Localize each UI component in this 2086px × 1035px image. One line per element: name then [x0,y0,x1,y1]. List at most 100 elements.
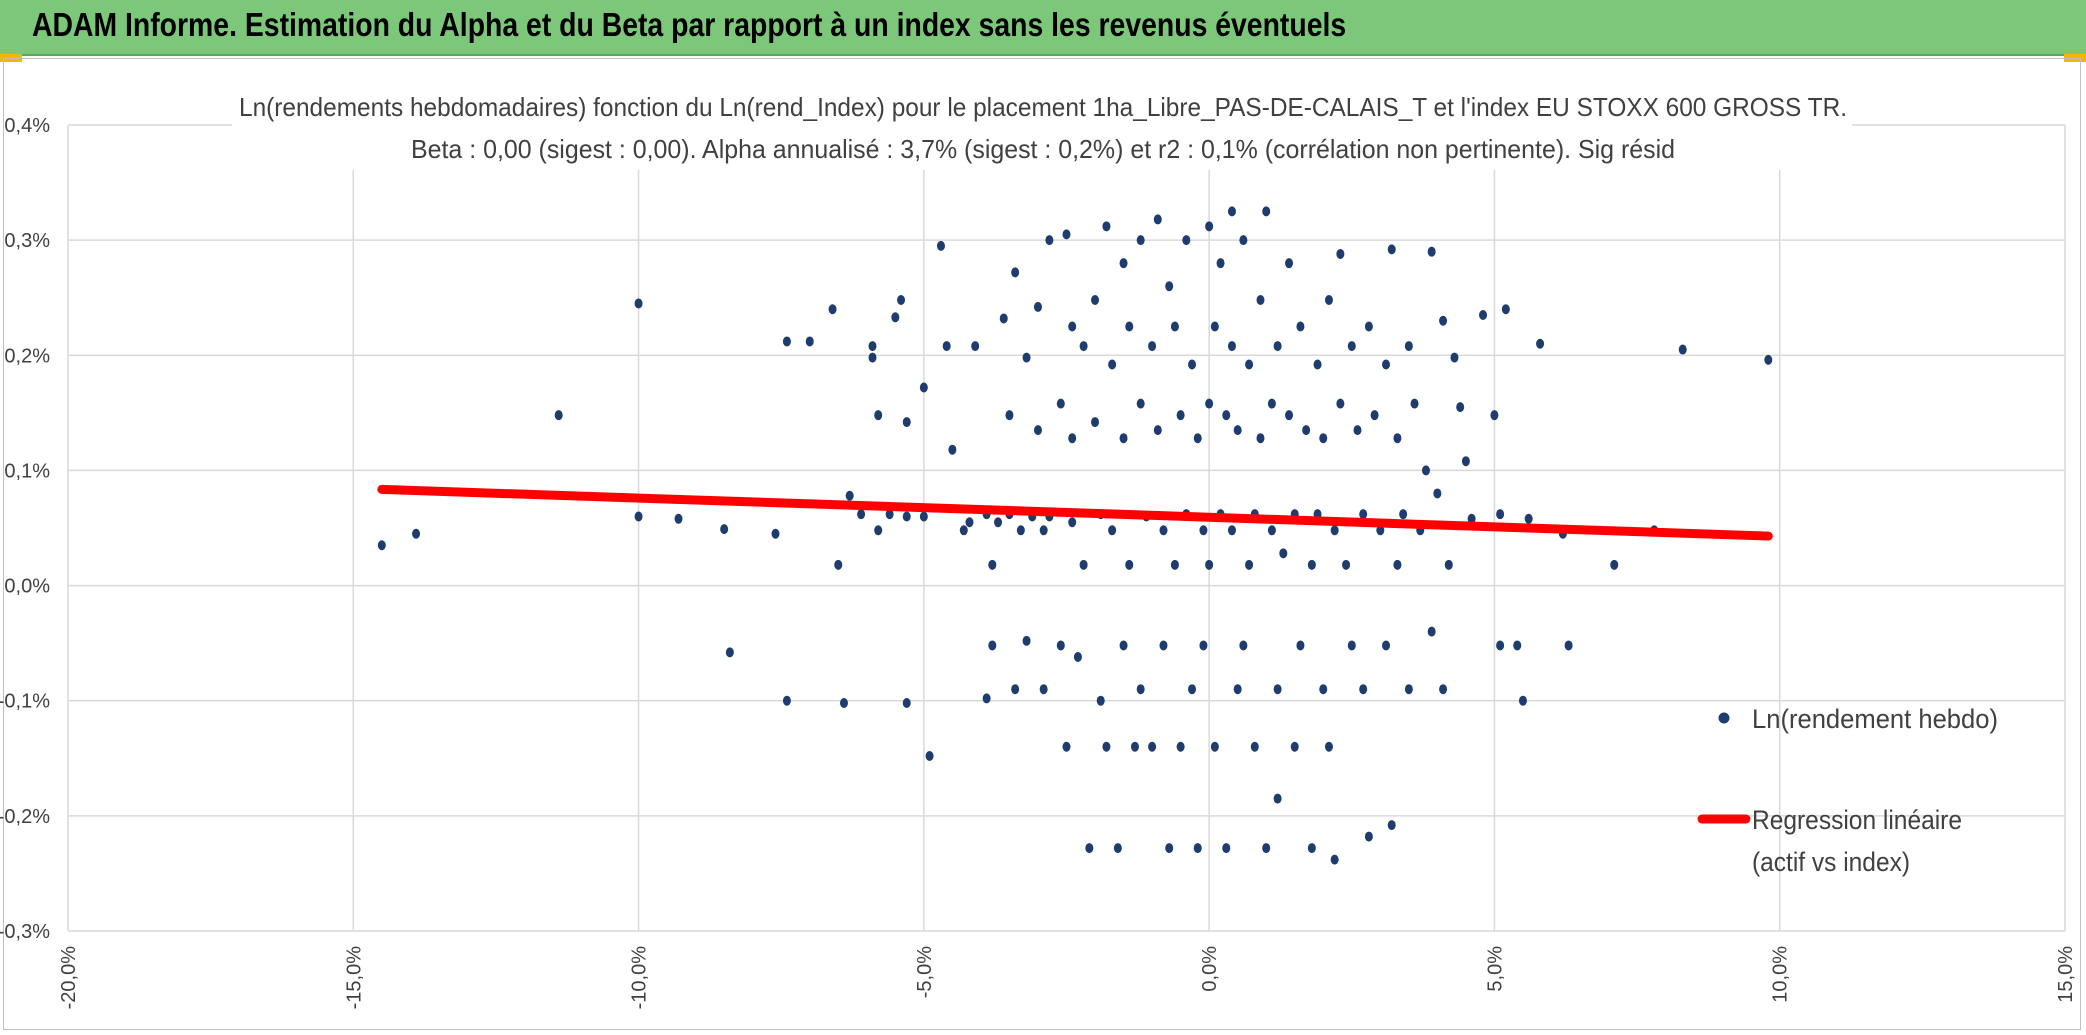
data-point [1319,684,1328,695]
data-point [1267,525,1276,536]
data-point [891,312,900,323]
data-point [1073,651,1082,662]
data-point [1273,341,1282,352]
data-point [782,336,791,347]
data-point [634,511,643,522]
data-point [1205,559,1214,570]
data-point [1273,684,1282,695]
legend-line-label-1: Regression linéaire [1752,805,1962,835]
data-point [1193,843,1202,854]
data-point [1136,235,1145,246]
data-point [1382,359,1391,370]
data-point [1439,684,1448,695]
data-point [834,559,843,570]
data-point [1347,640,1356,651]
data-point [1016,525,1025,536]
data-point [1102,221,1111,232]
data-point [1096,695,1105,706]
data-point [725,647,734,658]
y-tick-label: 0,0% [4,576,50,598]
data-point [919,382,928,393]
data-point [902,511,911,522]
data-point [1296,321,1305,332]
data-point [988,640,997,651]
y-tick-label: 0,4% [4,115,50,137]
data-point [1336,248,1345,259]
data-point [1227,206,1236,217]
data-point [1108,359,1117,370]
data-point [1199,640,1208,651]
data-point [805,336,814,347]
data-point [1039,525,1048,536]
data-point [1233,684,1242,695]
data-point [828,304,837,315]
data-point [1267,398,1276,409]
x-tick-label: 5,0% [1484,946,1506,992]
data-point [1176,410,1185,421]
x-tick-label: 0,0% [1199,946,1221,992]
x-tick-label: -20,0% [58,946,80,1010]
data-point [1068,433,1077,444]
data-point [1496,509,1505,520]
data-point [857,509,866,520]
data-point [1307,843,1316,854]
data-point [965,517,974,528]
data-point [1347,341,1356,352]
data-point [1125,559,1134,570]
data-point [897,295,906,306]
data-point [1205,221,1214,232]
data-point [1039,684,1048,695]
data-point [1330,525,1339,536]
data-point [1045,235,1054,246]
y-tick-label: 0,3% [4,230,50,252]
data-point [1176,741,1185,752]
data-point [1199,525,1208,536]
data-point [1239,235,1248,246]
data-point [1564,640,1573,651]
data-point [1764,354,1773,365]
data-point [1159,640,1168,651]
data-point [1324,295,1333,306]
data-point [925,750,934,761]
data-point [1233,425,1242,436]
data-point [1210,321,1219,332]
y-tick-label: -0,3% [0,921,50,943]
data-point [1324,741,1333,752]
data-point [1364,321,1373,332]
x-tick-label: 10,0% [1770,946,1792,1003]
data-point [1222,410,1231,421]
data-point [1239,640,1248,651]
data-point [1250,741,1259,752]
data-point [1336,398,1345,409]
data-point [1450,352,1459,363]
chart-title-line1: Ln(rendements hebdomadaires) fonction du… [239,92,1847,122]
data-point [1227,525,1236,536]
x-tick-label: -5,0% [914,946,936,998]
data-point [1404,341,1413,352]
data-point [1479,309,1488,320]
data-point [1011,267,1020,278]
data-point [1062,229,1071,240]
data-point [999,313,1008,324]
data-point [1364,831,1373,842]
data-point [1091,417,1100,428]
data-point [674,513,683,524]
data-point [1113,843,1122,854]
data-point [1536,338,1545,349]
data-point [1222,843,1231,854]
data-point [1342,559,1351,570]
data-point [1148,741,1157,752]
data-point [1136,398,1145,409]
data-point [1119,640,1128,651]
data-point [1513,640,1522,651]
legend-line-label-2: (actif vs index) [1752,847,1910,877]
data-point [1130,741,1139,752]
data-point [1393,433,1402,444]
data-point [1091,295,1100,306]
data-point [1410,398,1419,409]
data-point [868,352,877,363]
data-point [1188,359,1197,370]
chart-title-line2: Beta : 0,00 (sigest : 0,00). Alpha annua… [411,134,1675,164]
data-point [994,517,1003,528]
